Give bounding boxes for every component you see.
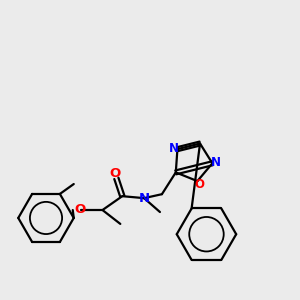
Text: N: N <box>211 156 221 169</box>
Text: O: O <box>110 167 121 180</box>
Text: O: O <box>194 178 204 190</box>
Text: N: N <box>169 142 178 155</box>
Text: N: N <box>139 192 150 205</box>
Text: O: O <box>74 202 85 215</box>
